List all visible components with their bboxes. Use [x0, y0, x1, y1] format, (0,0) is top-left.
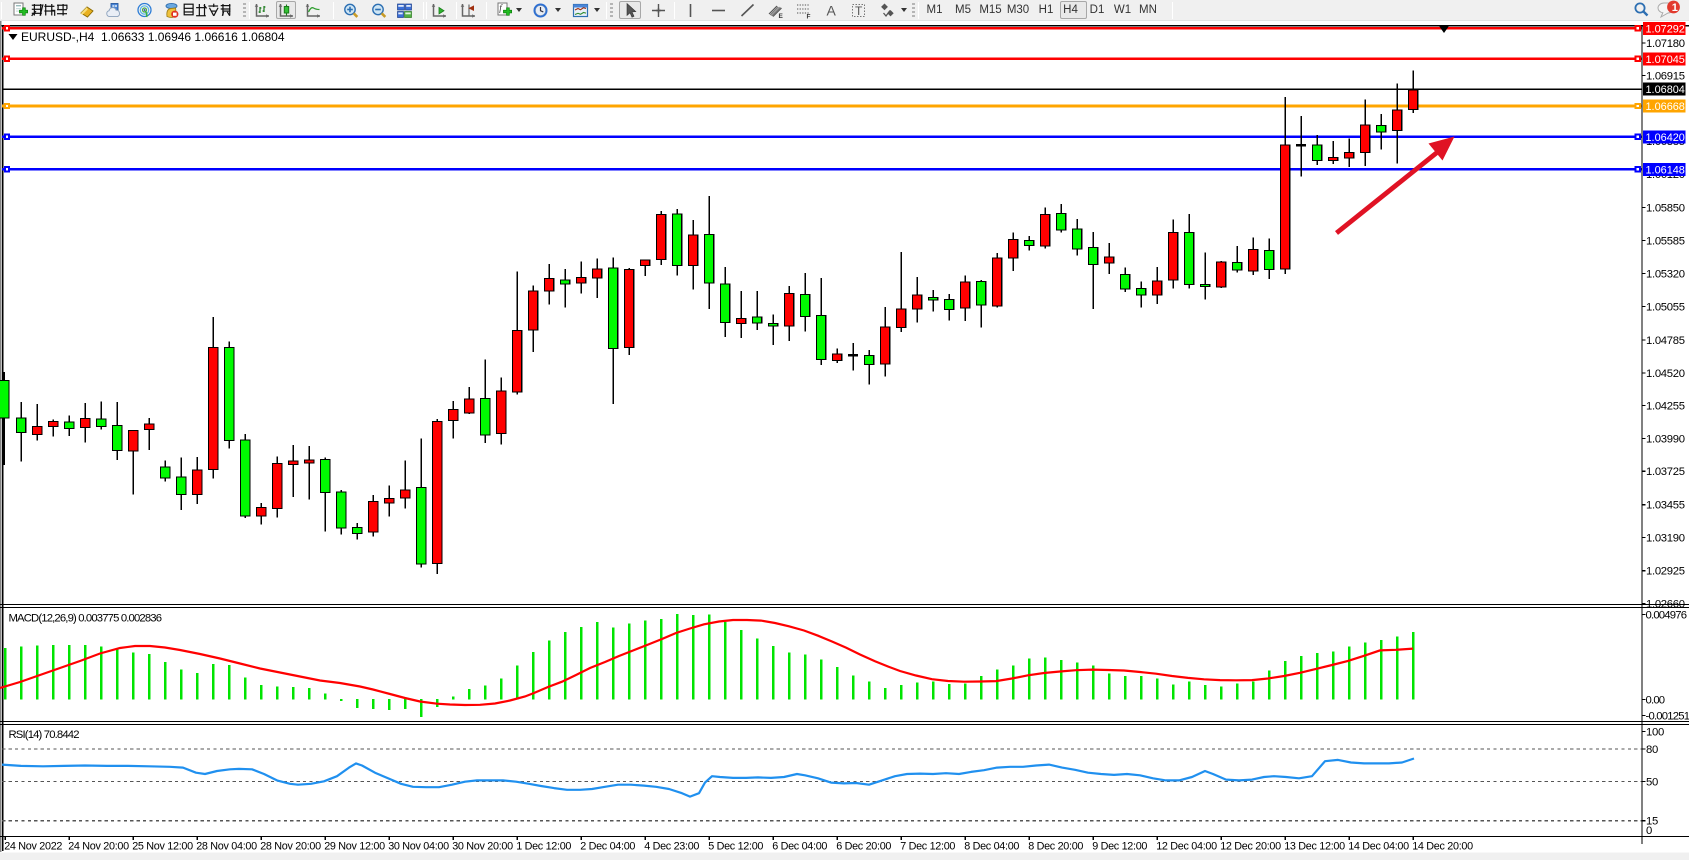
svg-text:24 Nov 2022: 24 Nov 2022	[4, 840, 62, 852]
svg-text:1 Dec 12:00: 1 Dec 12:00	[516, 840, 571, 852]
svg-text:1.03190: 1.03190	[1646, 533, 1685, 545]
svg-text:T: T	[855, 4, 863, 18]
svg-text:1.05585: 1.05585	[1646, 235, 1685, 247]
svg-text:29 Nov 12:00: 29 Nov 12:00	[324, 840, 385, 852]
svg-text:1.02925: 1.02925	[1646, 566, 1685, 578]
svg-text:0: 0	[1646, 825, 1652, 837]
svg-text:6 Dec 04:00: 6 Dec 04:00	[772, 840, 827, 852]
svg-text:8 Dec 20:00: 8 Dec 20:00	[1028, 840, 1083, 852]
svg-text:30 Nov 04:00: 30 Nov 04:00	[388, 840, 449, 852]
svg-text:1.03990: 1.03990	[1646, 433, 1685, 445]
svg-text:24 Nov 20:00: 24 Nov 20:00	[68, 840, 129, 852]
svg-text:-0.001251: -0.001251	[1646, 710, 1689, 722]
svg-text:0.00: 0.00	[1646, 695, 1665, 707]
svg-text:4 Dec 23:00: 4 Dec 23:00	[644, 840, 699, 852]
svg-text:MACD(12,26,9) 0.003775 0.00283: MACD(12,26,9) 0.003775 0.002836	[9, 612, 162, 624]
svg-text:0.004976: 0.004976	[1646, 610, 1687, 622]
svg-text:1.07045: 1.07045	[1646, 54, 1685, 66]
svg-text:1.07180: 1.07180	[1646, 38, 1685, 50]
svg-text:1.03725: 1.03725	[1646, 466, 1685, 478]
svg-text:13 Dec 12:00: 13 Dec 12:00	[1284, 840, 1345, 852]
svg-text:1.03455: 1.03455	[1646, 500, 1685, 512]
svg-text:5 Dec 12:00: 5 Dec 12:00	[708, 840, 763, 852]
svg-text:1.05850: 1.05850	[1646, 203, 1685, 215]
svg-text:9 Dec 12:00: 9 Dec 12:00	[1092, 840, 1147, 852]
svg-text:14 Dec 20:00: 14 Dec 20:00	[1412, 840, 1473, 852]
svg-text:12 Dec 20:00: 12 Dec 20:00	[1220, 840, 1281, 852]
svg-text:7 Dec 12:00: 7 Dec 12:00	[900, 840, 955, 852]
svg-text:1.06420: 1.06420	[1646, 132, 1685, 144]
svg-text:1.05055: 1.05055	[1646, 301, 1685, 313]
svg-text:15: 15	[1646, 816, 1658, 828]
svg-text:1.04785: 1.04785	[1646, 335, 1685, 347]
svg-text:25 Nov 12:00: 25 Nov 12:00	[132, 840, 193, 852]
svg-text:1.07292: 1.07292	[1646, 23, 1685, 35]
svg-text:100: 100	[1646, 726, 1664, 738]
svg-text:1.06915: 1.06915	[1646, 71, 1685, 83]
svg-text:14 Dec 04:00: 14 Dec 04:00	[1348, 840, 1409, 852]
svg-text:2 Dec 04:00: 2 Dec 04:00	[580, 840, 635, 852]
svg-text:1: 1	[1672, 2, 1678, 14]
svg-text:F: F	[806, 14, 810, 20]
svg-text:EURUSD-,H4 1.06633 1.06946 1.: EURUSD-,H4 1.06633 1.06946 1.06616 1.068…	[21, 30, 285, 44]
svg-text:f: f	[499, 3, 503, 13]
svg-text:1.04255: 1.04255	[1646, 401, 1685, 413]
svg-text:1.05320: 1.05320	[1646, 269, 1685, 281]
svg-text:1.06804: 1.06804	[1646, 84, 1685, 96]
svg-text:50: 50	[1646, 776, 1658, 788]
svg-text:80: 80	[1646, 744, 1658, 756]
svg-text:1.02660: 1.02660	[1646, 599, 1685, 611]
svg-text:8 Dec 04:00: 8 Dec 04:00	[964, 840, 1019, 852]
svg-text:RSI(14) 70.8442: RSI(14) 70.8442	[9, 729, 80, 741]
svg-text:1.06148: 1.06148	[1646, 164, 1685, 176]
svg-text:6 Dec 20:00: 6 Dec 20:00	[836, 840, 891, 852]
svg-text:1.04520: 1.04520	[1646, 368, 1685, 380]
svg-text:30 Nov 20:00: 30 Nov 20:00	[452, 840, 513, 852]
svg-text:1.06668: 1.06668	[1646, 101, 1685, 113]
svg-text:E: E	[779, 13, 784, 19]
svg-text:28 Nov 04:00: 28 Nov 04:00	[196, 840, 257, 852]
svg-text:12 Dec 04:00: 12 Dec 04:00	[1156, 840, 1217, 852]
svg-text:A: A	[826, 3, 836, 19]
svg-text:28 Nov 20:00: 28 Nov 20:00	[260, 840, 321, 852]
